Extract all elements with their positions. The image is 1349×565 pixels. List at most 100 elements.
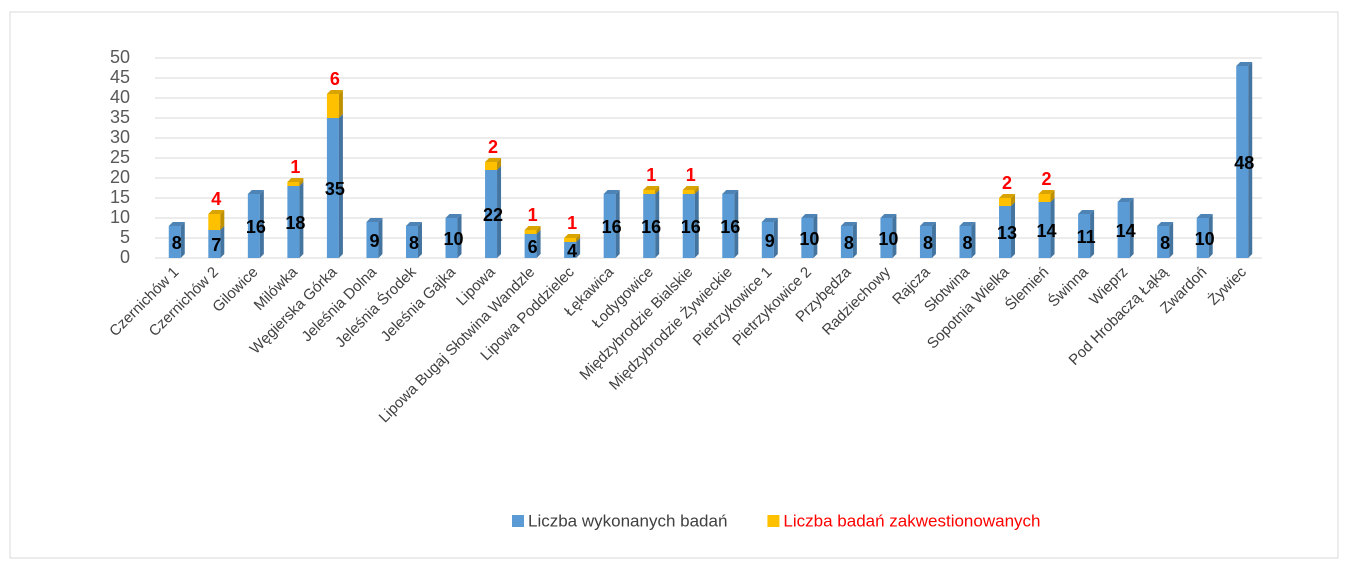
bar xyxy=(445,218,458,258)
bar-top xyxy=(1078,210,1095,214)
bar-top xyxy=(1157,222,1174,226)
bar-side xyxy=(1011,202,1016,258)
bar xyxy=(1038,194,1051,202)
bar-top xyxy=(485,158,502,162)
bar xyxy=(524,234,537,258)
bar-side xyxy=(576,238,581,258)
bar-top xyxy=(524,226,541,230)
bar-side xyxy=(536,230,541,258)
y-tick-label: 15 xyxy=(110,187,130,207)
legend-label: Liczba wykonanych badań xyxy=(528,511,727,530)
bar-top xyxy=(168,222,185,226)
bar-side xyxy=(892,214,897,258)
bar-side xyxy=(536,226,541,234)
bar xyxy=(919,226,932,258)
bar-side xyxy=(299,178,304,186)
y-tick-label: 10 xyxy=(110,207,130,227)
bar xyxy=(208,230,221,258)
bar-side xyxy=(1050,198,1055,258)
bar-top xyxy=(919,222,936,226)
bar xyxy=(840,226,853,258)
data-label: 2 xyxy=(1042,169,1052,189)
bar-side xyxy=(694,190,699,258)
bar-side xyxy=(497,166,502,258)
bar-side xyxy=(694,186,699,194)
bar-side xyxy=(1208,214,1213,258)
bar xyxy=(287,186,300,258)
data-label: 2 xyxy=(488,137,498,157)
bar xyxy=(999,206,1012,258)
bar xyxy=(643,194,656,258)
data-label: 10 xyxy=(1195,229,1215,249)
bar xyxy=(1078,214,1091,258)
data-label: 9 xyxy=(765,231,775,251)
bar-top xyxy=(999,194,1016,198)
bar-side xyxy=(338,90,343,118)
data-label: 16 xyxy=(641,217,661,237)
y-tick-label: 0 xyxy=(120,247,130,267)
bar-side xyxy=(773,218,778,258)
bar xyxy=(761,222,774,258)
bar-side xyxy=(259,190,264,258)
data-label: 1 xyxy=(528,205,538,225)
bar-top xyxy=(326,90,343,94)
data-label: 16 xyxy=(681,217,701,237)
bar-top xyxy=(366,218,383,222)
bar-top xyxy=(761,218,778,222)
bar-top xyxy=(1038,190,1055,194)
data-label: 1 xyxy=(290,157,300,177)
bar xyxy=(643,190,656,194)
y-tick-label: 25 xyxy=(110,147,130,167)
data-label: 8 xyxy=(172,233,182,253)
data-label: 14 xyxy=(1037,221,1057,241)
bar xyxy=(1236,66,1249,258)
bar-side xyxy=(576,234,581,242)
bar-side xyxy=(338,114,343,258)
data-label: 48 xyxy=(1234,153,1254,173)
bar xyxy=(959,226,972,258)
bar-side xyxy=(1090,210,1095,258)
data-label: 10 xyxy=(799,229,819,249)
data-label: 2 xyxy=(1002,173,1012,193)
bar xyxy=(1157,226,1170,258)
bar-side xyxy=(299,182,304,258)
bar xyxy=(485,170,498,258)
data-label: 18 xyxy=(285,213,305,233)
bar-top xyxy=(840,222,857,226)
bar xyxy=(208,214,221,230)
bar xyxy=(1038,202,1051,258)
legend-label: Liczba badań zakwestionowanych xyxy=(783,511,1040,530)
bar-top xyxy=(801,214,818,218)
legend-swatch xyxy=(767,515,780,527)
bar xyxy=(405,226,418,258)
bar-side xyxy=(615,190,620,258)
bar xyxy=(524,230,537,234)
bar xyxy=(880,218,893,258)
y-tick-label: 40 xyxy=(110,87,130,107)
bar xyxy=(682,190,695,194)
data-label: 9 xyxy=(369,231,379,251)
bar-side xyxy=(417,222,422,258)
data-label: 8 xyxy=(923,233,933,253)
data-label: 8 xyxy=(962,233,972,253)
bar xyxy=(564,242,577,258)
bar xyxy=(1196,218,1209,258)
bar-side xyxy=(971,222,976,258)
bar xyxy=(603,194,616,258)
y-tick-label: 30 xyxy=(110,127,130,147)
bar-top xyxy=(603,190,620,194)
data-label: 16 xyxy=(602,217,622,237)
bar xyxy=(801,218,814,258)
bar-side xyxy=(655,190,660,258)
data-label: 10 xyxy=(878,229,898,249)
data-label: 4 xyxy=(567,241,577,261)
bar-top xyxy=(405,222,422,226)
data-label: 10 xyxy=(444,229,464,249)
y-tick-label: 5 xyxy=(120,227,130,247)
bar xyxy=(564,238,577,242)
data-label: 16 xyxy=(246,217,266,237)
bar-side xyxy=(180,222,185,258)
data-label: 8 xyxy=(1160,233,1170,253)
data-label: 7 xyxy=(211,235,221,255)
